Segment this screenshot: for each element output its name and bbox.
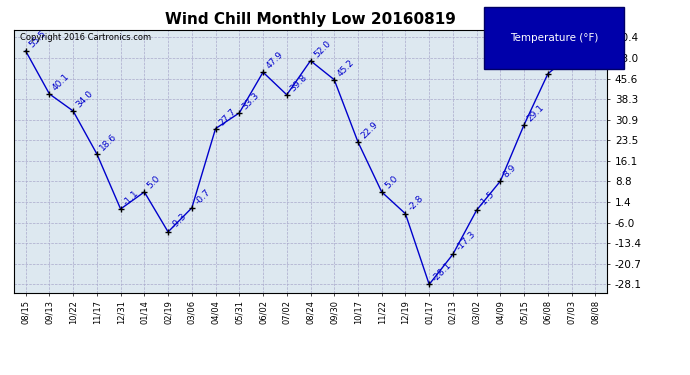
Text: 60.4: 60.4 [597, 15, 618, 36]
Text: 45.2: 45.2 [335, 58, 356, 78]
Text: 52.0: 52.0 [312, 39, 333, 59]
Text: 27.7: 27.7 [217, 106, 237, 127]
Text: 55.5: 55.5 [27, 29, 48, 50]
Text: -0.7: -0.7 [193, 188, 212, 207]
Text: Temperature (°F): Temperature (°F) [510, 33, 598, 43]
Text: 40.1: 40.1 [51, 72, 71, 93]
Text: 18.6: 18.6 [98, 132, 119, 153]
Text: -17.3: -17.3 [454, 230, 477, 253]
Text: -1.1: -1.1 [122, 189, 141, 208]
Text: -28.1: -28.1 [431, 260, 453, 283]
Text: 34.0: 34.0 [75, 89, 95, 110]
Title: Wind Chill Monthly Low 20160819: Wind Chill Monthly Low 20160819 [165, 12, 456, 27]
Text: -2.8: -2.8 [407, 194, 426, 212]
Text: -9.3: -9.3 [170, 211, 188, 231]
Text: 5.0: 5.0 [146, 174, 162, 190]
Text: 29.1: 29.1 [526, 103, 546, 123]
Text: 22.9: 22.9 [359, 120, 380, 141]
Text: Copyright 2016 Cartronics.com: Copyright 2016 Cartronics.com [20, 33, 151, 42]
Text: 54.5: 54.5 [573, 32, 593, 53]
Text: 47.3: 47.3 [549, 52, 570, 72]
Text: 5.0: 5.0 [383, 174, 400, 190]
Text: 33.3: 33.3 [241, 91, 262, 111]
Text: -1.5: -1.5 [478, 190, 497, 209]
Text: 8.9: 8.9 [502, 163, 518, 180]
Text: 47.9: 47.9 [264, 50, 285, 71]
Text: 39.8: 39.8 [288, 73, 308, 93]
